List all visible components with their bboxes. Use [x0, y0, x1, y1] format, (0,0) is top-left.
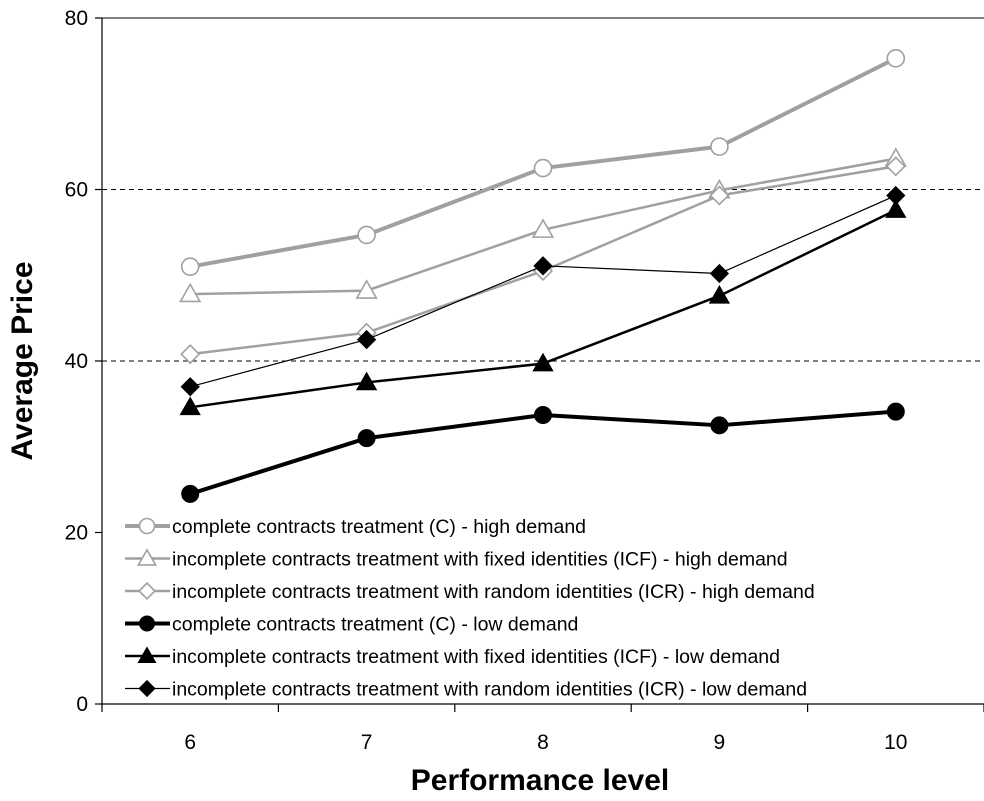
y-tick-label: 40: [65, 350, 88, 373]
legend-label: complete contracts treatment (C) - high …: [172, 516, 586, 538]
legend-label: complete contracts treatment (C) - low d…: [172, 614, 578, 636]
data-point-diamond: [180, 344, 201, 365]
legend-item: incomplete contracts treatment with fixe…: [125, 548, 788, 571]
data-point-triangle: [708, 285, 731, 304]
y-tick-label: 80: [65, 7, 88, 30]
data-point-diamond: [886, 185, 906, 206]
data-point-circle: [534, 406, 552, 425]
series-line: [190, 208, 897, 409]
data-point-circle: [357, 429, 376, 448]
data-point-triangle: [532, 352, 554, 372]
legend: complete contracts treatment (C) - high …: [125, 516, 815, 701]
series-0: [180, 49, 906, 276]
legend-box: [103, 512, 983, 703]
legend-item: complete contracts treatment (C) - high …: [125, 516, 586, 538]
data-point-triangle: [179, 396, 201, 416]
x-tick-label: 10: [884, 731, 907, 754]
data-point-diamond: [885, 156, 906, 177]
legend-item: incomplete contracts treatment with rand…: [125, 679, 807, 701]
x-tick-label: 9: [714, 731, 726, 754]
data-point-circle: [710, 416, 729, 435]
legend-marker-triangle: [136, 548, 158, 566]
data-point-triangle: [531, 218, 555, 238]
series-4: [179, 199, 907, 416]
y-tick-label: 60: [65, 179, 88, 202]
legend-item: complete contracts treatment (C) - low d…: [125, 614, 578, 636]
x-tick-label: 8: [537, 731, 549, 754]
series: [179, 49, 907, 503]
y-tick-label: 20: [65, 522, 88, 545]
data-point-circle: [886, 402, 905, 421]
data-point-circle: [180, 257, 200, 276]
legend-label: incomplete contracts treatment with rand…: [172, 581, 815, 603]
legend-marker-diamond: [137, 581, 157, 601]
legend-label: incomplete contracts treatment with rand…: [172, 679, 807, 701]
y-axis-title: Average Price: [6, 261, 39, 460]
x-axis-title: Performance level: [411, 764, 669, 797]
data-point-triangle: [179, 282, 202, 303]
series-5: [180, 185, 906, 397]
legend-label: incomplete contracts treatment with fixe…: [172, 646, 780, 668]
data-point-circle: [886, 49, 906, 68]
data-point-diamond: [709, 263, 730, 284]
legend-marker-circle: [139, 615, 155, 632]
data-point-diamond: [709, 185, 730, 206]
series-3: [181, 402, 905, 503]
data-point-triangle: [355, 279, 378, 299]
data-point-triangle: [885, 199, 907, 218]
legend-item: incomplete contracts treatment with rand…: [125, 581, 815, 603]
data-point-circle: [357, 225, 376, 245]
x-tick-label: 7: [361, 731, 373, 754]
legend-marker-triangle: [137, 646, 157, 663]
data-point-diamond: [180, 377, 200, 397]
data-point-circle: [181, 484, 200, 503]
legend-item: incomplete contracts treatment with fixe…: [125, 646, 780, 668]
data-point-circle: [710, 137, 729, 156]
data-point-diamond: [533, 256, 553, 276]
y-tick-label: 0: [76, 693, 88, 716]
x-tick-label: 6: [184, 731, 196, 754]
legend-label: incomplete contracts treatment with fixe…: [172, 549, 788, 571]
legend-marker-diamond: [138, 679, 156, 698]
data-point-circle: [533, 158, 553, 178]
ticks: 0 20 40 60 80 6 7 8 9 10: [65, 7, 984, 754]
data-point-diamond: [356, 329, 377, 350]
data-point-triangle: [355, 371, 378, 391]
legend-marker-circle: [138, 517, 156, 535]
